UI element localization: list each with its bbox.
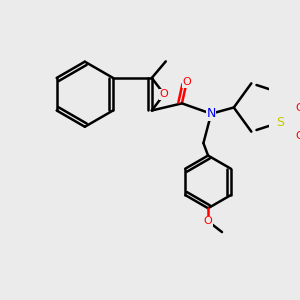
Text: N: N (206, 107, 216, 120)
Text: O: O (182, 77, 191, 87)
Text: O: O (160, 89, 169, 99)
Text: O: O (296, 131, 300, 141)
Text: O: O (296, 103, 300, 113)
Text: S: S (276, 116, 284, 129)
Text: O: O (204, 216, 212, 226)
